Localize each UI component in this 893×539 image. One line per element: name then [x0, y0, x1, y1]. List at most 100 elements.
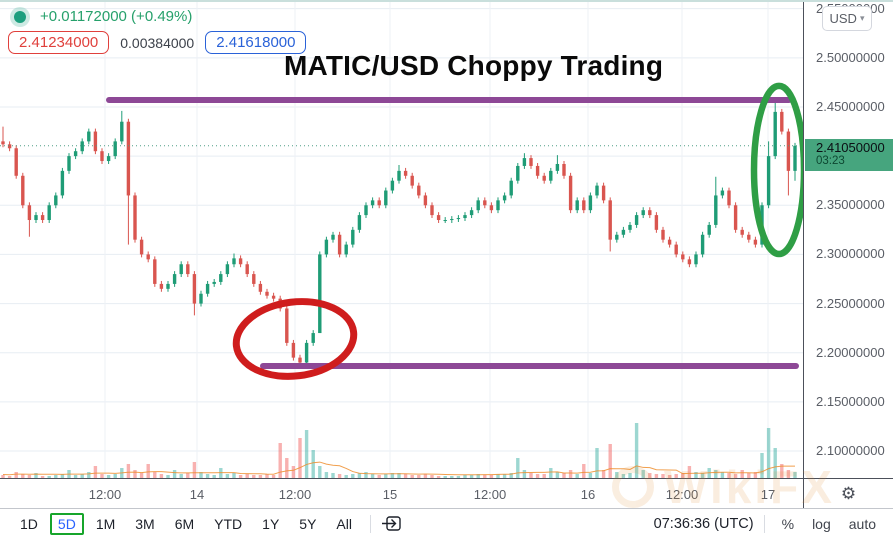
- candle-body: [364, 205, 368, 216]
- clock-utc[interactable]: 07:36:36 (UTC): [653, 516, 754, 532]
- range-button-ytd[interactable]: YTD: [206, 513, 250, 535]
- currency-dropdown[interactable]: USD ▾: [822, 6, 872, 31]
- candle-body: [265, 291, 269, 296]
- range-button-1y[interactable]: 1Y: [254, 513, 287, 535]
- range-button-3m[interactable]: 3M: [127, 513, 162, 535]
- price-axis[interactable]: 2.550000002.500000002.450000002.35000000…: [803, 0, 893, 478]
- volume-bar: [628, 473, 632, 478]
- volume-bar: [443, 476, 447, 478]
- buy-price-button[interactable]: 2.41618000: [205, 31, 307, 54]
- time-axis[interactable]: 12:00 14 12:00 15 12:00 16 12:00 17: [0, 478, 803, 508]
- volume-bar: [681, 473, 685, 478]
- candle-body: [245, 264, 249, 275]
- candle-body: [225, 264, 230, 275]
- candle-body: [766, 156, 771, 206]
- price-axis-label: 2.10000000: [816, 443, 885, 459]
- candle-body: [384, 190, 388, 206]
- price-axis-label: 2.50000000: [816, 49, 885, 65]
- volume-bar: [766, 428, 771, 478]
- volume-bar: [753, 472, 758, 478]
- volume-bar: [450, 476, 454, 478]
- sell-price-button[interactable]: 2.41234000: [8, 31, 110, 54]
- scale-button-log[interactable]: log: [805, 514, 838, 534]
- candle-body: [654, 215, 659, 230]
- range-button-5y[interactable]: 5Y: [291, 513, 324, 535]
- volume-bar: [113, 474, 117, 478]
- candle-countdown: 03:23: [816, 154, 845, 167]
- volume-bar: [166, 475, 170, 478]
- candle-body: [410, 175, 414, 186]
- candle-body: [773, 111, 777, 157]
- volume-bar: [463, 475, 467, 478]
- volume-bar: [469, 475, 474, 478]
- candle-body: [549, 170, 553, 181]
- candle-body: [27, 205, 32, 221]
- candle-body: [588, 195, 593, 211]
- volume-bar: [199, 472, 203, 478]
- candle-body: [337, 234, 342, 255]
- candle-body: [106, 156, 111, 162]
- time-axis-label: 17: [760, 487, 776, 502]
- volume-bar: [172, 470, 177, 478]
- settings-gear-icon[interactable]: ⚙: [840, 484, 857, 503]
- volume-bar: [390, 473, 395, 478]
- candle-body: [344, 244, 348, 255]
- volume-bar: [100, 474, 104, 478]
- price-axis-label: 2.20000000: [816, 344, 885, 360]
- volume-bar: [582, 464, 586, 478]
- candle-body: [674, 244, 678, 255]
- volume-bar: [733, 474, 738, 478]
- volume-bar: [542, 474, 546, 478]
- go-to-date-button[interactable]: [381, 515, 403, 533]
- volume-bar: [661, 474, 665, 478]
- price-axis-label: 2.30000000: [816, 246, 885, 262]
- volume-bar: [502, 474, 507, 478]
- volume-bar: [331, 473, 335, 478]
- range-button-1d[interactable]: 1D: [12, 513, 46, 535]
- candle-body: [304, 342, 309, 363]
- volume-bar: [258, 475, 263, 478]
- candle-body: [430, 205, 434, 216]
- candle-body: [417, 185, 421, 196]
- scale-button-%[interactable]: %: [775, 514, 801, 534]
- price-axis-label: 2.25000000: [816, 295, 885, 311]
- range-button-all[interactable]: All: [328, 513, 360, 535]
- candle-body: [93, 131, 98, 152]
- candle-body: [496, 200, 500, 211]
- candle-body: [535, 165, 540, 176]
- candle-body: [120, 121, 124, 142]
- volume-bar: [146, 464, 150, 478]
- volume-bar: [648, 473, 652, 478]
- range-button-6m[interactable]: 6M: [167, 513, 202, 535]
- scale-buttons-group: % log auto: [775, 514, 893, 534]
- candle-body: [318, 254, 322, 334]
- candle-body: [258, 283, 263, 292]
- range-button-5d[interactable]: 5D: [49, 513, 84, 535]
- volume-ma-line: [2, 461, 796, 476]
- candle-body: [707, 224, 711, 235]
- candle-body: [47, 205, 51, 221]
- volume-bar: [588, 473, 593, 478]
- candle-body: [634, 215, 639, 225]
- price-axis-label: 2.35000000: [816, 197, 885, 213]
- candlestick-chart[interactable]: [0, 0, 803, 478]
- scale-button-auto[interactable]: auto: [842, 514, 883, 534]
- candle-body: [436, 215, 441, 221]
- current-price-badge: 2.41050000 03:23: [805, 138, 893, 171]
- candle-body: [595, 185, 599, 196]
- volume-bar: [476, 474, 480, 478]
- candle-body: [714, 195, 718, 225]
- candle-body: [727, 190, 731, 206]
- candle-body: [615, 234, 619, 240]
- volume-bar: [384, 474, 388, 478]
- candle-body: [740, 229, 744, 235]
- range-button-1m[interactable]: 1M: [88, 513, 123, 535]
- candle-body: [133, 195, 137, 240]
- candle-body: [357, 215, 362, 230]
- candle-body: [377, 200, 381, 206]
- volume-bar: [278, 443, 282, 478]
- spread-value: 0.00384000: [120, 34, 195, 51]
- volume-bar: [271, 475, 276, 478]
- volume-bar: [667, 475, 672, 478]
- annotation-title: MATIC/USD Choppy Trading: [284, 50, 664, 81]
